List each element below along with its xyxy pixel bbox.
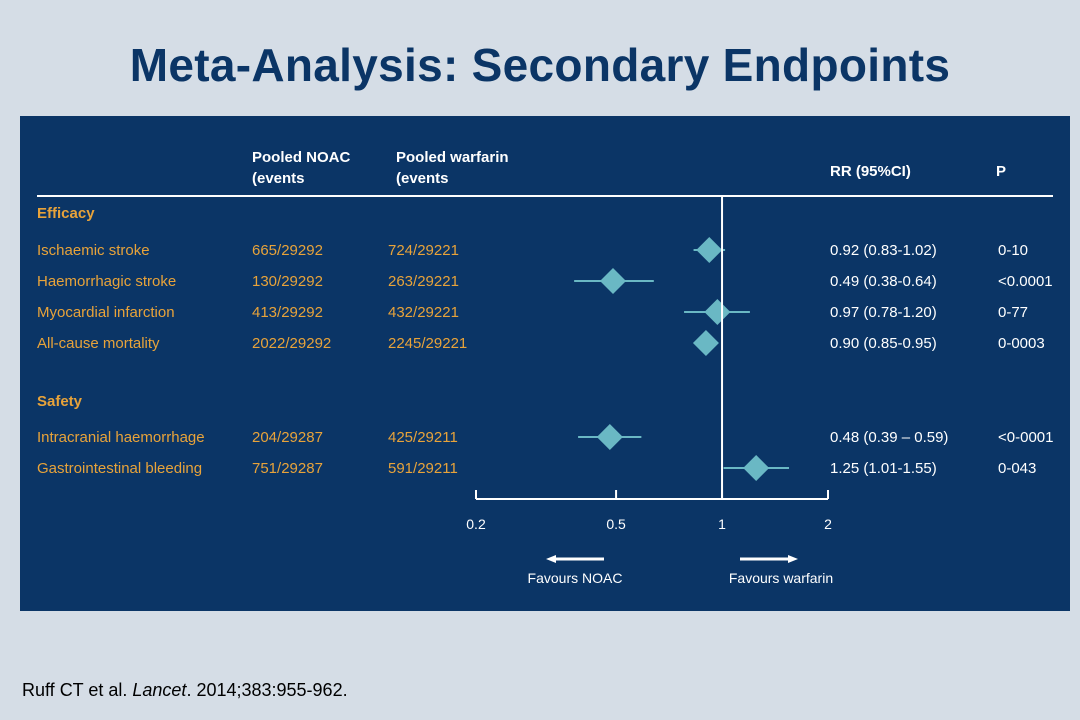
- rr-marker-haemorrhagic-stroke: [599, 268, 626, 294]
- row-warfarin-all-cause-mortality: 2245/29221: [388, 335, 467, 352]
- row-p-ischaemic-stroke: 0-10: [998, 242, 1028, 259]
- rr-marker-all-cause-mortality: [692, 330, 719, 356]
- header-p: P: [996, 163, 1006, 180]
- row-label-gastrointestinal-bleeding: Gastrointestinal bleeding: [37, 460, 202, 477]
- row-warfarin-ischaemic-stroke: 724/29221: [388, 242, 459, 259]
- row-warfarin-intracranial-haemorrhage: 425/29211: [388, 429, 458, 446]
- row-p-myocardial-infarction: 0-77: [998, 304, 1028, 321]
- header-rr: RR (95%CI): [830, 163, 911, 180]
- citation-journal: Lancet: [132, 680, 187, 700]
- row-p-haemorrhagic-stroke: <0.0001: [998, 273, 1053, 290]
- x-tick-label-1: 1: [718, 516, 726, 532]
- row-warfarin-myocardial-infarction: 432/29221: [388, 304, 459, 321]
- citation-details: . 2014;383:955-962.: [186, 680, 348, 700]
- row-label-haemorrhagic-stroke: Haemorrhagic stroke: [37, 273, 176, 290]
- citation: Ruff CT et al. Lancet. 2014;383:955-962.: [22, 680, 348, 701]
- row-label-myocardial-infarction: Myocardial infarction: [37, 304, 175, 321]
- plot-layer: Efficacy Ischaemic stroke 665/29292 724/292…: [37, 196, 1053, 586]
- header-warfarin-line1: Pooled warfarin: [396, 149, 509, 166]
- row-warfarin-gastrointestinal-bleeding: 591/29211: [388, 460, 458, 477]
- row-p-gastrointestinal-bleeding: 0-043: [998, 460, 1036, 477]
- row-rr-myocardial-infarction: 0.97 (0.78-1.20): [830, 304, 937, 321]
- x-tick-label-2: 2: [824, 516, 832, 532]
- page-title: Meta-Analysis: Secondary Endpoints: [129, 39, 951, 91]
- forest-plot: Pooled NOAC (events Pooled warfarin (eve…: [37, 149, 1053, 586]
- favours-warfarin-label: Favours warfarin: [729, 570, 833, 586]
- row-noac-gastrointestinal-bleeding: 751/29287: [252, 460, 323, 477]
- section-label-safety: Safety: [37, 393, 83, 410]
- row-p-intracranial-haemorrhage: <0-0001: [998, 429, 1053, 446]
- rr-marker-ischaemic-stroke: [696, 237, 723, 263]
- row-noac-intracranial-haemorrhage: 204/29287: [252, 429, 323, 446]
- header-noac-line2: (events: [252, 170, 305, 187]
- x-tick-label-0.5: 0.5: [606, 516, 626, 532]
- row-noac-haemorrhagic-stroke: 130/29292: [252, 273, 323, 290]
- header-noac-line1: Pooled NOAC: [252, 149, 351, 166]
- x-tick-label-0.2: 0.2: [466, 516, 486, 532]
- header-warfarin-line2: (events: [396, 170, 449, 187]
- row-warfarin-haemorrhagic-stroke: 263/29221: [388, 273, 459, 290]
- row-noac-all-cause-mortality: 2022/29292: [252, 335, 331, 352]
- row-noac-ischaemic-stroke: 665/29292: [252, 242, 323, 259]
- row-rr-intracranial-haemorrhage: 0.48 (0.39 – 0.59): [830, 429, 948, 446]
- favours-noac-arrow-head: [546, 555, 556, 563]
- citation-authors: Ruff CT et al.: [22, 680, 133, 700]
- favours-warfarin-arrow-head: [788, 555, 798, 563]
- rr-marker-myocardial-infarction: [704, 299, 731, 325]
- row-label-ischaemic-stroke: Ischaemic stroke: [37, 242, 150, 259]
- row-label-all-cause-mortality: All-cause mortality: [37, 335, 160, 352]
- row-label-intracranial-haemorrhage: Intracranial haemorrhage: [37, 429, 205, 446]
- row-noac-myocardial-infarction: 413/29292: [252, 304, 323, 321]
- favours-noac-label: Favours NOAC: [528, 570, 623, 586]
- row-rr-all-cause-mortality: 0.90 (0.85-0.95): [830, 335, 937, 352]
- forest-plot-panel: Pooled NOAC (events Pooled warfarin (eve…: [20, 116, 1070, 611]
- row-rr-ischaemic-stroke: 0.92 (0.83-1.02): [830, 242, 937, 259]
- row-p-all-cause-mortality: 0-0003: [998, 335, 1045, 352]
- row-rr-haemorrhagic-stroke: 0.49 (0.38-0.64): [830, 273, 937, 290]
- section-label-efficacy: Efficacy: [37, 205, 95, 222]
- row-rr-gastrointestinal-bleeding: 1.25 (1.01-1.55): [830, 460, 937, 477]
- rr-marker-intracranial-haemorrhage: [596, 424, 623, 450]
- rr-marker-gastrointestinal-bleeding: [743, 455, 770, 481]
